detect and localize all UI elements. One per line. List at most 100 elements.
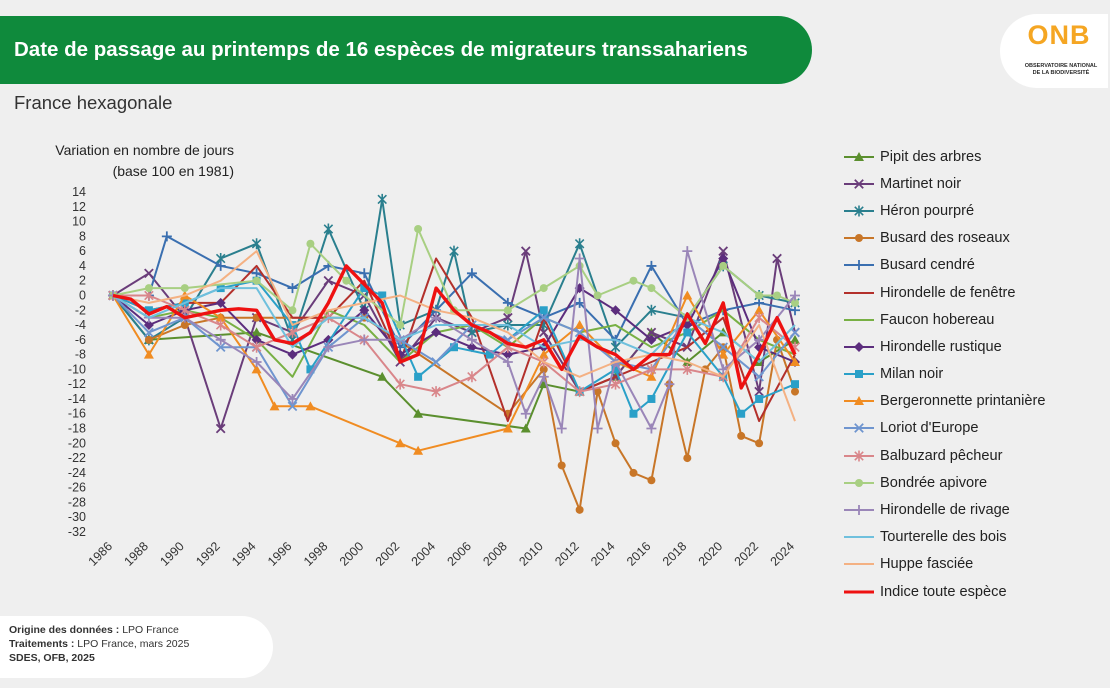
legend-swatch — [844, 563, 874, 566]
data-point — [682, 363, 693, 375]
data-point — [854, 151, 864, 161]
data-point — [252, 276, 261, 285]
data-point — [503, 306, 512, 315]
series-line — [112, 257, 796, 423]
legend-item: Tourterelle des bois — [844, 524, 1094, 551]
series-line — [113, 294, 796, 393]
legend-swatch — [844, 318, 874, 321]
data-point — [144, 268, 154, 279]
data-point — [629, 468, 638, 477]
y-tick-label: 10 — [72, 215, 86, 229]
series-15 — [112, 250, 796, 422]
data-point — [323, 223, 334, 235]
legend-label: Faucon hobereau — [880, 311, 995, 328]
legend-swatch — [844, 396, 874, 406]
data-point — [854, 178, 864, 189]
data-point — [754, 305, 765, 315]
y-axis-title-line1: Variation en nombre de jours — [55, 142, 234, 158]
onb-logo: ONB — [1027, 20, 1091, 50]
data-point — [377, 193, 387, 205]
data-point — [646, 363, 657, 375]
data-point — [251, 334, 262, 345]
x-tick-label: 1996 — [265, 539, 295, 569]
legend-label: Tourterelle des bois — [880, 529, 1007, 546]
data-point — [737, 431, 746, 440]
data-point — [287, 393, 298, 404]
data-point — [323, 275, 334, 286]
legend-swatch — [844, 234, 874, 243]
data-point — [215, 423, 226, 434]
logo-subtitle-line2: DE LA BIODIVERSITÉ — [1032, 69, 1090, 76]
data-point — [359, 268, 370, 279]
data-point — [414, 224, 423, 233]
legend-item: Martinet noir — [844, 170, 1094, 197]
data-point — [215, 319, 226, 331]
legend-label: Héron pourpré — [880, 202, 975, 219]
y-axis-title-line2: (base 100 en 1981) — [112, 163, 234, 179]
data-point — [144, 306, 153, 315]
data-point — [143, 320, 154, 331]
data-point — [574, 297, 585, 308]
data-point — [737, 409, 746, 418]
legend-label: Busard des roseaux — [880, 230, 1010, 247]
legend-swatch — [844, 178, 874, 189]
data-point — [502, 349, 513, 360]
data-point — [574, 386, 585, 398]
data-point — [854, 450, 864, 462]
legend-label: Balbuzard pêcheur — [880, 447, 1003, 464]
data-point — [629, 276, 638, 285]
data-point — [431, 327, 442, 338]
legend-swatch — [844, 505, 874, 516]
legend-label: Hirondelle de fenêtre — [880, 284, 1016, 301]
source-credit-text: SDES, OFB, 2025 — [9, 652, 95, 664]
legend-label: Busard cendré — [880, 257, 975, 274]
data-point — [180, 321, 189, 330]
x-tick-label: 2004 — [409, 539, 439, 569]
data-point — [503, 312, 513, 323]
legend-label: Indice toute espèce — [880, 583, 1007, 600]
data-point — [450, 343, 458, 352]
data-point — [144, 284, 153, 293]
data-point — [611, 365, 620, 374]
x-tick-label: 2018 — [660, 539, 690, 569]
data-point — [754, 371, 764, 382]
data-point — [719, 261, 728, 270]
data-point — [755, 291, 764, 300]
series-line — [112, 264, 797, 390]
legend-label: Hirondelle rustique — [880, 338, 1002, 355]
data-point — [574, 327, 585, 338]
legend-label: Huppe fasciée — [880, 556, 974, 573]
logo-subtitle-line1: OBSERVATOIRE NATIONAL — [1024, 63, 1098, 69]
data-point — [790, 334, 800, 344]
x-tick-label: 2014 — [588, 539, 618, 569]
legend-swatch — [844, 590, 874, 594]
data-point — [683, 454, 692, 463]
y-tick-label: -6 — [75, 333, 86, 347]
data-point — [754, 312, 764, 324]
chart-legend: Pipit des arbres Martinet noir Héron pourp… — [844, 143, 1094, 605]
legend-item: Indice toute espèce — [844, 578, 1094, 605]
data-point — [790, 327, 800, 338]
data-point — [790, 290, 800, 301]
x-tick-label: 2024 — [768, 539, 798, 569]
data-point — [431, 357, 441, 367]
legend-label: Hirondelle de rivage — [880, 502, 1010, 519]
legend-item: Huppe fasciée — [844, 551, 1094, 578]
data-point — [611, 439, 620, 448]
data-point — [251, 327, 262, 337]
data-point — [520, 246, 531, 256]
data-point — [449, 245, 459, 257]
data-point — [593, 387, 602, 396]
series-5 — [112, 257, 796, 423]
source-treatment-label: Traitements : — [9, 638, 75, 650]
x-tick-label: 2016 — [624, 539, 654, 569]
series-line — [112, 279, 796, 415]
source-origin-value: LPO France — [122, 624, 179, 636]
y-tick-label: -12 — [68, 377, 86, 391]
legend-item: Busard cendré — [844, 252, 1094, 279]
x-tick-label: 1990 — [157, 539, 187, 569]
series-16 — [112, 264, 797, 390]
data-point — [342, 276, 351, 285]
legend-swatch — [844, 205, 874, 217]
data-point — [855, 370, 863, 379]
